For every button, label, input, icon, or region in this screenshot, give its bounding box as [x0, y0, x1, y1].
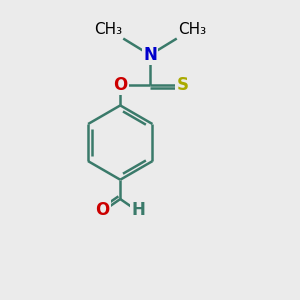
Text: S: S	[177, 76, 189, 94]
Text: O: O	[113, 76, 127, 94]
Text: CH₃: CH₃	[178, 22, 206, 37]
Text: O: O	[95, 201, 110, 219]
Text: N: N	[143, 46, 157, 64]
Text: CH₃: CH₃	[94, 22, 122, 37]
Text: H: H	[131, 201, 145, 219]
